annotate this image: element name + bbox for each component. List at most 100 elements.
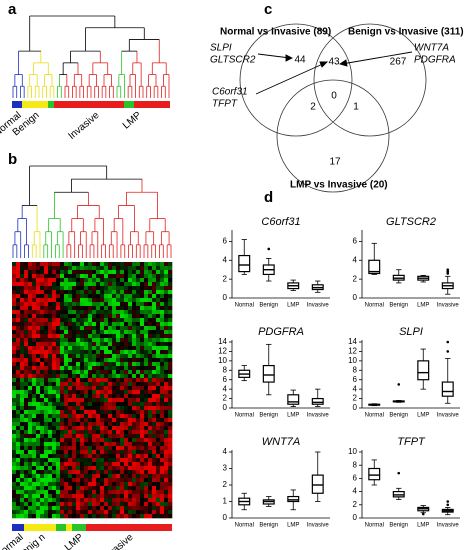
heat-cell bbox=[132, 274, 137, 279]
heat-cell bbox=[36, 278, 41, 283]
heat-cell bbox=[136, 282, 141, 287]
heat-cell bbox=[116, 362, 121, 367]
heat-cell bbox=[48, 442, 53, 447]
heat-cell bbox=[20, 478, 25, 483]
heat-cell bbox=[104, 406, 109, 411]
heat-cell bbox=[120, 302, 125, 307]
heat-cell bbox=[104, 298, 109, 303]
heat-cell bbox=[76, 478, 81, 483]
heat-cell bbox=[148, 270, 153, 275]
heat-cell bbox=[112, 318, 117, 323]
heat-cell bbox=[132, 398, 137, 403]
heat-cell bbox=[36, 510, 41, 515]
heat-cell bbox=[120, 462, 125, 467]
heat-cell bbox=[152, 358, 157, 363]
heat-cell bbox=[156, 274, 161, 279]
heat-cell bbox=[164, 454, 169, 459]
heat-cell bbox=[72, 414, 77, 419]
heat-cell bbox=[136, 438, 141, 443]
heat-cell bbox=[104, 454, 109, 459]
heat-cell bbox=[152, 370, 157, 375]
heat-cell bbox=[120, 394, 125, 399]
heat-cell bbox=[76, 514, 81, 519]
heat-cell bbox=[36, 486, 41, 491]
heat-cell bbox=[44, 514, 49, 519]
heat-cell bbox=[100, 318, 105, 323]
heat-cell bbox=[136, 370, 141, 375]
heat-cell bbox=[108, 514, 113, 519]
heat-cell bbox=[48, 330, 53, 335]
heat-cell bbox=[128, 394, 133, 399]
heat-cell bbox=[132, 350, 137, 355]
heat-cell bbox=[168, 478, 173, 483]
heat-cell bbox=[124, 422, 129, 427]
heat-cell bbox=[40, 454, 45, 459]
heat-cell bbox=[80, 422, 85, 427]
heat-cell bbox=[92, 450, 97, 455]
heat-cell bbox=[160, 334, 165, 339]
heat-cell bbox=[32, 514, 37, 519]
heat-cell bbox=[48, 262, 53, 267]
heat-cell bbox=[92, 382, 97, 387]
heat-cell bbox=[76, 454, 81, 459]
heat-cell bbox=[28, 402, 33, 407]
heat-cell bbox=[100, 306, 105, 311]
heat-cell bbox=[156, 314, 161, 319]
heat-cell bbox=[56, 350, 61, 355]
heat-cell bbox=[168, 506, 173, 511]
heat-cell bbox=[168, 422, 173, 427]
heat-cell bbox=[36, 326, 41, 331]
heat-cell bbox=[40, 270, 45, 275]
heat-cell bbox=[104, 398, 109, 403]
heat-cell bbox=[104, 506, 109, 511]
heat-cell bbox=[144, 302, 149, 307]
heat-cell bbox=[164, 506, 169, 511]
heat-cell bbox=[108, 478, 113, 483]
heat-cell bbox=[80, 414, 85, 419]
heat-cell bbox=[32, 282, 37, 287]
heat-cell bbox=[36, 314, 41, 319]
box bbox=[368, 259, 381, 275]
heat-cell bbox=[48, 290, 53, 295]
heat-cell bbox=[36, 430, 41, 435]
heat-cell bbox=[116, 406, 121, 411]
heat-cell bbox=[36, 370, 41, 375]
heat-cell bbox=[112, 454, 117, 459]
heat-cell bbox=[24, 514, 29, 519]
heat-cell bbox=[44, 438, 49, 443]
heat-cell bbox=[44, 498, 49, 503]
heat-cell bbox=[160, 494, 165, 499]
heat-cell bbox=[104, 442, 109, 447]
heat-cell bbox=[164, 290, 169, 295]
heat-cell bbox=[76, 338, 81, 343]
heat-cell bbox=[72, 478, 77, 483]
heat-cell bbox=[104, 486, 109, 491]
heat-cell bbox=[80, 426, 85, 431]
heat-cell bbox=[40, 282, 45, 287]
heat-cell bbox=[148, 486, 153, 491]
heat-cell bbox=[120, 494, 125, 499]
heat-cell bbox=[100, 278, 105, 283]
y-tick-label: 0 bbox=[353, 403, 358, 412]
heat-cell bbox=[32, 354, 37, 359]
heat-cell bbox=[152, 398, 157, 403]
heat-cell bbox=[64, 322, 69, 327]
heat-cell bbox=[52, 330, 57, 335]
heat-cell bbox=[112, 490, 117, 495]
heat-cell bbox=[64, 442, 69, 447]
heat-cell bbox=[104, 270, 109, 275]
heat-cell bbox=[68, 374, 73, 379]
heat-cell bbox=[160, 422, 165, 427]
heat-cell bbox=[20, 418, 25, 423]
heat-cell bbox=[168, 438, 173, 443]
heat-cell bbox=[120, 286, 125, 291]
heat-cell bbox=[100, 490, 105, 495]
heat-cell bbox=[36, 482, 41, 487]
heat-cell bbox=[28, 306, 33, 311]
heat-cell bbox=[160, 446, 165, 451]
heat-cell bbox=[164, 370, 169, 375]
heat-cell bbox=[132, 282, 137, 287]
heat-cell bbox=[20, 310, 25, 315]
heat-cell bbox=[152, 366, 157, 371]
heat-cell bbox=[60, 286, 65, 291]
